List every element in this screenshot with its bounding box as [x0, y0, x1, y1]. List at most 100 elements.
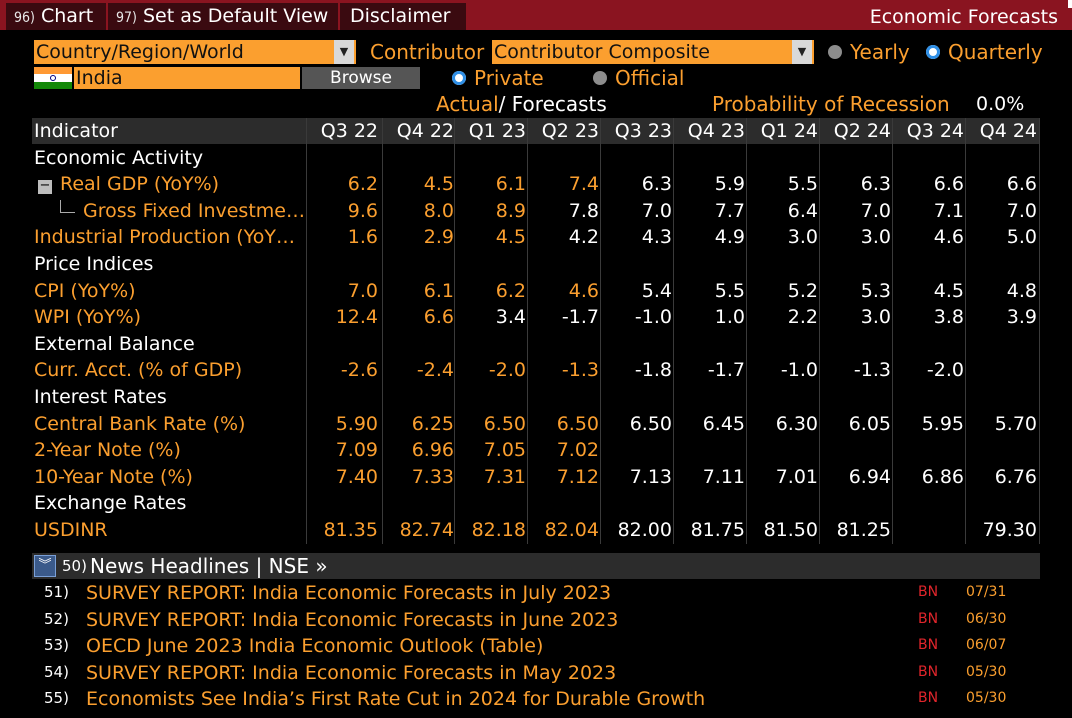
period-column-header[interactable]: Q1 23 [468, 120, 526, 142]
column-divider [673, 118, 674, 544]
news-header-label[interactable]: News Headlines | NSE » [90, 554, 328, 578]
period-column-header[interactable]: Q2 24 [833, 120, 891, 142]
news-source-badge: BN [918, 690, 939, 707]
chart-button[interactable]: 96) Chart [6, 3, 106, 30]
news-item[interactable]: 55) Economists See India’s First Rate Cut… [40, 686, 1020, 712]
actual-value: -1.3 [561, 359, 599, 382]
chevron-down-icon[interactable]: ▼ [334, 40, 354, 64]
forecast-value [894, 517, 964, 543]
country-field[interactable]: India [74, 67, 300, 89]
actual-value: 81.35 [323, 519, 378, 541]
period-column-header[interactable]: Q1 24 [760, 120, 818, 142]
forecast-value: 6.3 [641, 173, 672, 196]
period-column-header[interactable]: Q3 22 [320, 120, 378, 142]
indicator-label[interactable]: − Real GDP (YoY%) [34, 171, 219, 197]
collapse-icon[interactable]: ︾ [34, 555, 56, 577]
actual-value: 5.90 [335, 412, 378, 435]
news-date: 05/30 [966, 663, 1007, 680]
news-item[interactable]: 51) SURVEY REPORT: India Economic Forecas… [40, 580, 1020, 606]
section-label: Exchange Rates [34, 490, 186, 516]
forecast-value: 81.75 [690, 519, 745, 541]
period-column-header[interactable]: Q2 23 [541, 120, 599, 142]
forecast-value: 5.3 [860, 279, 891, 302]
forecast-value: 7.11 [702, 465, 745, 488]
yearly-radio[interactable] [828, 45, 842, 59]
official-label[interactable]: Official [615, 66, 685, 90]
table-row[interactable]: Central Bank Rate (%) 5.90 6.25 6.50 6.50 6.5… [32, 411, 1040, 437]
indicator-label-text: 10-Year Note (%) [34, 465, 193, 488]
table-row[interactable]: 2-Year Note (%) 7.09 6.96 7.05 7.02 [32, 437, 1040, 463]
table-row[interactable]: USDINR 81.35 82.74 82.18 82.04 82.00 81.75 81.5… [32, 517, 1040, 543]
forecast-value: -1.0 [780, 359, 818, 382]
yearly-label[interactable]: Yearly [850, 40, 910, 64]
indicator-label[interactable]: USDINR [34, 517, 108, 543]
table-row[interactable]: CPI (YoY%) 7.0 6.1 6.2 4.6 5.4 5.5 5.2 5.3 4.5 4.8 [32, 278, 1040, 304]
table-row[interactable]: − Real GDP (YoY%) 6.2 4.5 6.1 7.4 6.3 5.9 5.5 6.3… [32, 171, 1040, 197]
contributor-dropdown[interactable]: Contributor Composite ▼ [492, 40, 814, 64]
forecast-value [821, 437, 891, 463]
forecast-value: 5.5 [787, 173, 818, 196]
actual-value: 4.5 [495, 226, 526, 249]
indicator-label[interactable]: CPI (YoY%) [34, 278, 136, 304]
private-radio[interactable] [452, 71, 466, 85]
news-headline-link[interactable]: SURVEY REPORT: India Economic Forecasts … [86, 582, 612, 604]
indicator-label[interactable]: WPI (YoY%) [34, 304, 141, 330]
news-headline-link[interactable]: SURVEY REPORT: India Economic Forecasts … [86, 608, 619, 631]
news-date: 06/07 [966, 637, 1007, 654]
forecast-value [675, 437, 745, 463]
official-radio[interactable] [593, 71, 607, 85]
private-label[interactable]: Private [474, 66, 544, 90]
news-item[interactable]: 52) SURVEY REPORT: India Economic Forecas… [40, 607, 1020, 633]
quarterly-radio[interactable] [926, 45, 940, 59]
collapse-minus-icon[interactable]: − [38, 178, 52, 195]
actual-value: 7.0 [347, 279, 378, 302]
period-column-header[interactable]: Q4 23 [687, 120, 745, 142]
indicator-label[interactable]: 2-Year Note (%) [34, 437, 181, 463]
actual-legend-label: Actual [436, 92, 499, 116]
table-row[interactable]: Gross Fixed Investme… 9.6 8.0 8.9 7.8 7.0 7.7 6… [32, 198, 1040, 224]
indicator-label[interactable]: Central Bank Rate (%) [34, 411, 245, 437]
region-dropdown[interactable]: Country/Region/World ▼ [34, 40, 356, 64]
indicator-label[interactable]: Curr. Acct. (% of GDP) [34, 357, 242, 383]
news-headline-link[interactable]: SURVEY REPORT: India Economic Forecasts … [86, 661, 617, 684]
news-item[interactable]: 54) SURVEY REPORT: India Economic Forecas… [40, 660, 1020, 686]
quarterly-label[interactable]: Quarterly [948, 40, 1043, 64]
set-default-view-number: 97) [116, 10, 137, 26]
disclaimer-button[interactable]: Disclaimer [340, 3, 466, 30]
indicator-label[interactable]: Industrial Production (YoY… [34, 224, 295, 250]
period-column-header[interactable]: Q4 24 [979, 120, 1037, 142]
news-headline-link[interactable]: Economists See India’s First Rate Cut in… [86, 688, 706, 711]
indicator-label-text: Curr. Acct. (% of GDP) [34, 359, 243, 382]
news-item[interactable]: 53) OECD June 2023 India Economic Outlook… [40, 633, 1020, 659]
table-row[interactable]: Curr. Acct. (% of GDP) -2.6 -2.4 -2.0 -1.3 -1… [32, 357, 1040, 383]
period-column-header[interactable]: Q4 22 [396, 120, 454, 142]
table-row[interactable]: Industrial Production (YoY… 1.6 2.9 4.5 4.2 4… [32, 224, 1040, 250]
forecast-value [748, 437, 818, 463]
column-divider [600, 118, 601, 544]
column-divider [306, 118, 307, 544]
chevron-down-icon[interactable]: ▼ [792, 40, 812, 64]
section-label-text: Interest Rates [34, 386, 167, 408]
news-header-number: 50) [62, 557, 87, 575]
browse-button[interactable]: Browse [302, 67, 420, 89]
forecast-value: -1.3 [853, 359, 891, 382]
set-default-view-button[interactable]: 97) Set as Default View [108, 3, 338, 30]
section-row: External Balance [32, 331, 1040, 357]
period-column-header[interactable]: Q3 23 [614, 120, 672, 142]
forecast-value: 4.5 [933, 279, 964, 302]
news-item-number: 52) [44, 609, 69, 628]
forecast-value: -1.0 [634, 306, 672, 329]
table-row[interactable]: 10-Year Note (%) 7.40 7.33 7.31 7.12 7.13 7.11… [32, 464, 1040, 490]
news-headline-link[interactable]: OECD June 2023 India Economic Outlook (T… [86, 635, 544, 658]
period-column-header[interactable]: Q3 24 [906, 120, 964, 142]
forecast-value: 2.2 [787, 306, 818, 329]
indicator-label[interactable]: Gross Fixed Investme… [34, 198, 305, 224]
section-label-text: Economic Activity [34, 146, 204, 169]
forecast-value: -1.7 [707, 359, 745, 382]
forecast-value: 7.1 [933, 199, 964, 222]
actual-value: 6.1 [423, 279, 454, 302]
recession-probability-label: Probability of Recession [712, 92, 950, 116]
indicator-label[interactable]: 10-Year Note (%) [34, 464, 193, 490]
forecast-value: 4.2 [568, 226, 599, 249]
table-row[interactable]: WPI (YoY%) 12.4 6.6 3.4 -1.7 -1.0 1.0 2.2 3.0 3.8… [32, 304, 1040, 330]
